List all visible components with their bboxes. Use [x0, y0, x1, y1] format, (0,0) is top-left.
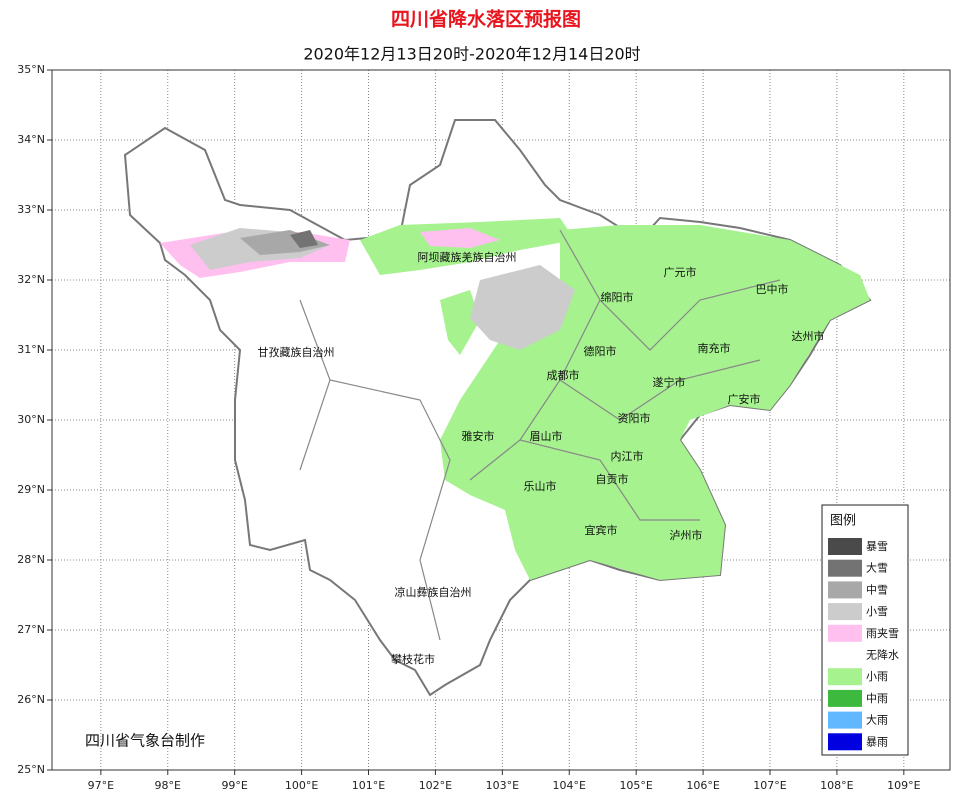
y-tick-label: 27°N	[17, 623, 45, 636]
y-tick-label: 26°N	[17, 693, 45, 706]
place-label: 甘孜藏族自治州	[258, 345, 335, 359]
province	[123, 119, 872, 697]
legend-swatch	[828, 559, 862, 577]
light-snow-area	[470, 265, 575, 350]
place-label: 成都市	[547, 368, 580, 382]
credit: 四川省气象台制作	[85, 732, 205, 750]
legend-label: 小雪	[866, 605, 888, 618]
place-label: 遂宁市	[653, 375, 686, 389]
x-tick-label: 108°E	[820, 779, 853, 792]
light-rain-area	[440, 290, 480, 355]
legend-swatch	[828, 733, 862, 751]
x-tick-label: 98°E	[155, 779, 181, 792]
legend-swatch	[828, 538, 862, 555]
moderate-snow-area	[240, 230, 330, 255]
county-lines	[299, 229, 781, 641]
y-tick-label: 25°N	[17, 763, 45, 776]
legend-swatch	[828, 646, 862, 664]
place-label: 资阳市	[618, 411, 651, 425]
legend-label: 暴雨	[866, 735, 888, 748]
y-tick-label: 28°N	[17, 553, 45, 566]
legend-swatch	[828, 668, 862, 686]
x-tick-label: 107°E	[753, 779, 786, 792]
title: 四川省降水落区预报图	[391, 8, 581, 31]
x-tick-label: 104°E	[553, 779, 586, 792]
y-tick-label: 34°N	[17, 133, 45, 146]
legend-swatch	[828, 581, 862, 599]
axes: 97°E 98°E 99°E 100°E 101°E 102°E 103°E 104°E 105…	[17, 63, 920, 792]
legend-label: 暴雪	[866, 540, 888, 553]
x-tick-label: 101°E	[352, 779, 385, 792]
legend-swatch	[828, 624, 862, 642]
place-label: 广元市	[664, 265, 697, 279]
heavy-snow-area	[290, 230, 318, 248]
legend-label: 中雨	[866, 692, 888, 705]
place-label: 绵阳市	[601, 290, 634, 304]
y-tick-label: 33°N	[17, 203, 45, 216]
place-label: 泸州市	[670, 528, 703, 542]
y-tick-label: 35°N	[17, 63, 45, 76]
place-label: 自贡市	[596, 472, 629, 486]
legend-label: 雨夹雪	[866, 627, 899, 640]
place-label: 达州市	[792, 329, 825, 343]
sleet-area	[420, 228, 500, 248]
x-tick-label: 109°E	[887, 779, 920, 792]
place-label: 宜宾市	[585, 523, 618, 537]
x-tick-label: 99°E	[221, 779, 247, 792]
x-tick-label: 105°E	[619, 779, 652, 792]
legend-label: 大雪	[866, 561, 888, 575]
x-tick-label: 106°E	[686, 779, 719, 792]
x-tick-label: 97°E	[88, 779, 114, 792]
legend-title: 图例	[830, 514, 856, 529]
place-label: 南充市	[698, 341, 731, 355]
y-tick-label: 32°N	[17, 273, 45, 286]
x-tick-label: 100°E	[285, 779, 318, 792]
legend-swatch	[828, 603, 862, 621]
place-label: 广安市	[728, 392, 761, 406]
legend-swatch	[828, 711, 862, 729]
place-label: 阿坝藏族羌族自治州	[418, 250, 517, 264]
legend-label: 中雪	[866, 583, 888, 596]
legend-label: 大雨	[866, 713, 888, 727]
y-tick-label: 29°N	[17, 483, 45, 496]
x-tick-label: 102°E	[419, 779, 452, 792]
subtitle: 2020年12月13日20时-2020年12月14日20时	[303, 45, 640, 64]
place-label: 乐山市	[524, 479, 557, 493]
legend-swatch	[828, 689, 862, 707]
place-label: 雅安市	[462, 429, 495, 443]
place-label: 德阳市	[584, 344, 617, 358]
legend-label: 小雨	[866, 670, 888, 683]
x-tick-label: 103°E	[486, 779, 519, 792]
place-label: 凉山彝族自治州	[395, 585, 472, 599]
place-label: 内江市	[611, 449, 644, 463]
place-label: 巴中市	[756, 282, 789, 296]
place-label: 眉山市	[530, 429, 563, 443]
y-tick-label: 30°N	[17, 413, 45, 426]
y-tick-label: 31°N	[17, 343, 45, 356]
place-label: 攀枝花市	[391, 652, 435, 666]
legend-label: 无降水	[866, 648, 899, 662]
